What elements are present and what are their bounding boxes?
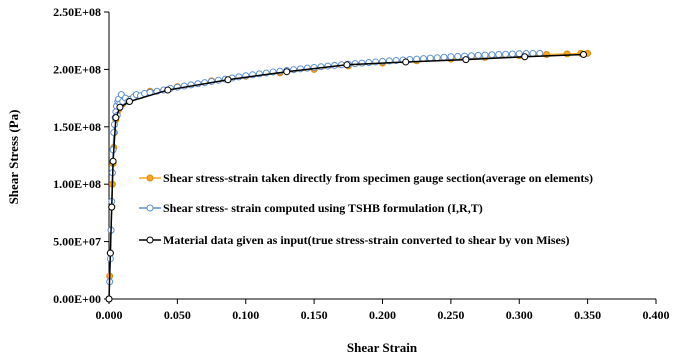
series-3-point — [126, 98, 134, 106]
series-3-point — [402, 58, 410, 66]
series-3-point — [283, 68, 291, 76]
x-tick-label: 0.400 — [643, 308, 670, 322]
series-2-point — [474, 51, 482, 59]
series-3-point — [108, 203, 116, 211]
series-3-point — [462, 56, 470, 64]
series-2-point — [481, 51, 489, 59]
series-3-point — [105, 295, 113, 303]
series-2-point — [365, 59, 373, 67]
x-ticks: 0.000 0.050 0.100 0.150 0.200 0.250 0.300 0.350… — [96, 299, 670, 322]
legend-marker-1 — [146, 174, 154, 182]
legend-label-3: Material data given as input(true stress… — [163, 233, 570, 247]
y-ticks: 0.00E+00 5.00E+07 1.00E+08 1.50E+08 2.00E+08… — [53, 5, 109, 306]
x-tick-label: 0.300 — [506, 308, 533, 322]
x-tick-label: 0.050 — [164, 308, 191, 322]
series-3-point — [224, 76, 232, 84]
x-tick-label: 0.250 — [437, 308, 464, 322]
series-3-point — [116, 103, 124, 111]
series-2-point — [440, 53, 448, 61]
x-tick-label: 0.150 — [301, 308, 328, 322]
series-2-point — [508, 50, 516, 58]
y-tick-label: 1.50E+08 — [53, 120, 101, 134]
legend-label-1: Shear stress-strain taken directly from … — [163, 171, 593, 185]
series-2-point — [110, 129, 118, 137]
series-2-point — [495, 50, 503, 58]
y-tick-label: 5.00E+07 — [53, 235, 101, 249]
series-1-point — [563, 50, 571, 58]
plot-series — [105, 49, 592, 303]
y-tick-label: 2.50E+08 — [53, 5, 101, 19]
legend-marker-2 — [146, 204, 154, 212]
series-3-point — [106, 249, 114, 257]
series-3-point — [164, 86, 172, 94]
x-axis-title: Shear Strain — [347, 340, 418, 355]
series-3-point — [521, 53, 529, 61]
legend: Shear stress-strain taken directly from … — [139, 171, 593, 247]
x-tick-label: 0.100 — [232, 308, 259, 322]
series-2-point — [488, 51, 496, 59]
y-tick-label: 2.00E+08 — [53, 62, 101, 76]
series-2-point — [447, 53, 455, 61]
series-2-point — [433, 54, 441, 62]
series-2-point — [467, 52, 475, 60]
legend-marker-3 — [146, 236, 154, 244]
x-tick-label: 0.200 — [369, 308, 396, 322]
series-2-point — [141, 90, 149, 98]
series-2-point — [317, 63, 325, 71]
x-tick-label: 0.350 — [574, 308, 601, 322]
series-2-point — [529, 49, 537, 57]
series-3-point — [343, 61, 351, 69]
series-2-point — [502, 50, 510, 58]
series-3-point — [580, 50, 588, 58]
series-3-point — [112, 114, 120, 122]
legend-label-2: Shear stress- strain computed using TSHB… — [163, 201, 483, 215]
y-tick-label: 1.00E+08 — [53, 177, 101, 191]
series-3-point — [109, 157, 117, 165]
series-2-point — [454, 52, 462, 60]
series-2-point — [110, 121, 118, 128]
y-axis-title: Shear Stress (Pa) — [6, 110, 21, 205]
x-tick-label: 0.000 — [96, 308, 123, 322]
y-tick-label: 0.00E+00 — [53, 292, 101, 306]
series-2-point — [358, 59, 366, 67]
